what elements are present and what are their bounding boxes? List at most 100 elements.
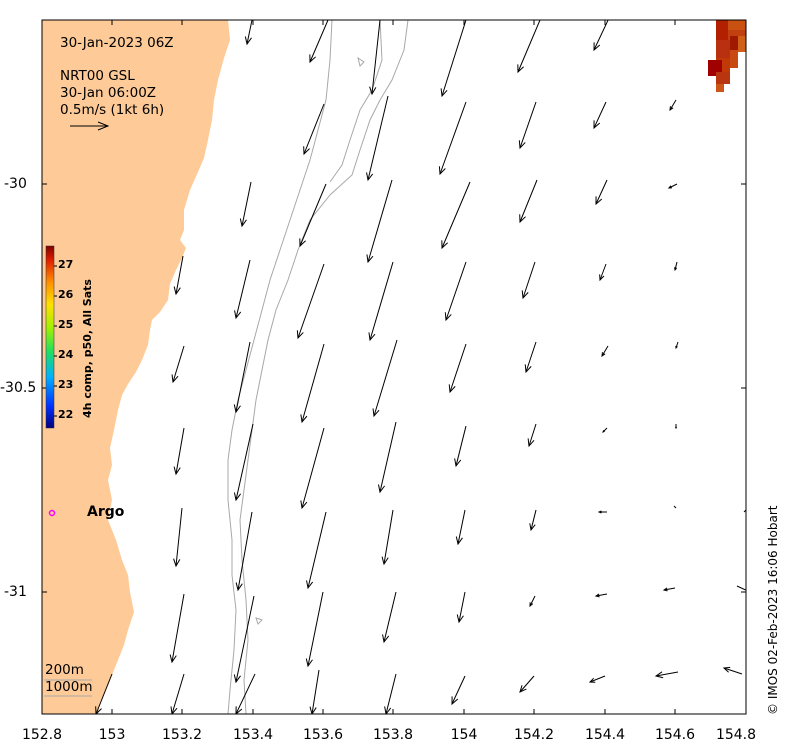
- current-vector: [372, 339, 398, 418]
- current-vector: [674, 261, 678, 272]
- x-tick-label: 153.8: [372, 727, 414, 743]
- valid-time: 30-Jan 06:00Z: [60, 85, 157, 101]
- current-vector: [529, 509, 537, 532]
- current-vector: [588, 675, 606, 683]
- x-tick-label: 153.4: [232, 727, 274, 743]
- current-vector: [454, 425, 467, 468]
- argo-label: Argo: [87, 504, 125, 520]
- current-vector: [597, 510, 607, 514]
- current-vector: [517, 20, 541, 74]
- depth-1000m-label: 1000m: [45, 679, 93, 695]
- current-vector: [170, 673, 185, 714]
- current-vector: [440, 20, 467, 98]
- current-vector: [173, 507, 183, 568]
- current-vector: [234, 259, 251, 320]
- current-vector: [235, 673, 256, 714]
- current-vector: [382, 591, 397, 644]
- current-vector: [366, 179, 393, 264]
- current-vector: [438, 101, 467, 176]
- colorbar-tick: 25: [58, 318, 74, 331]
- current-vector: [736, 585, 746, 593]
- current-vector: [171, 345, 185, 384]
- axis-ticks: [41, 20, 747, 714]
- current-vector: [593, 20, 609, 52]
- current-vector: [303, 103, 325, 156]
- current-vector: [299, 183, 327, 248]
- current-vector: [169, 593, 185, 664]
- argo-float-marker: [48, 509, 56, 517]
- current-vector: [722, 666, 743, 675]
- plot-frame: [41, 19, 747, 715]
- current-vector: [524, 341, 537, 374]
- current-vector: [594, 593, 608, 598]
- current-vector: [384, 673, 397, 714]
- current-vector: [173, 255, 184, 296]
- current-vector: [675, 424, 677, 430]
- current-vector: [669, 99, 677, 112]
- current-vector: [309, 669, 320, 714]
- current-vector: [529, 595, 536, 608]
- isobath-200m: [227, 20, 333, 714]
- colorbar-title: 4h comp, p50, All Sats: [81, 279, 94, 418]
- current-vector: [377, 421, 397, 494]
- current-vector: [233, 595, 255, 684]
- current-vector: [441, 181, 471, 250]
- current-vector: [366, 95, 389, 182]
- imos-credit: © IMOS 02-Feb-2023 16:06 Hobart: [766, 505, 780, 715]
- x-tick-label: 152.8: [21, 727, 63, 743]
- current-vector: [173, 427, 185, 476]
- x-tick-label: 153: [98, 727, 126, 743]
- vector-scale: 0.5m/s (1kt 6h): [60, 102, 165, 118]
- x-tick-label: 154.8: [715, 727, 757, 743]
- current-vector: [599, 263, 607, 282]
- colorbar-tick: 26: [58, 288, 74, 301]
- colorbar-tick: 24: [58, 348, 74, 361]
- current-vector: [662, 587, 676, 592]
- map-datetime: 30-Jan-2023 06Z: [60, 35, 174, 51]
- current-vector: [675, 341, 679, 350]
- current-vector: [233, 423, 254, 502]
- current-vector: [527, 423, 537, 448]
- data-source: NRT00 GSL: [60, 68, 135, 84]
- current-vector: [521, 261, 536, 300]
- current-vector: [518, 101, 537, 150]
- current-vectors: [95, 20, 746, 714]
- current-vector: [95, 673, 113, 714]
- current-vector: [519, 179, 538, 224]
- current-vector: [296, 263, 325, 340]
- current-vector: [455, 509, 466, 546]
- x-tick-label: 154.6: [654, 727, 696, 743]
- current-vector: [309, 20, 329, 64]
- current-vector: [667, 183, 678, 189]
- sst-patch: [708, 20, 746, 92]
- current-vector: [654, 671, 679, 679]
- current-vector: [235, 511, 253, 592]
- current-vector: [300, 427, 325, 510]
- depth-200m-label: 200m: [45, 662, 84, 678]
- colorbar: [45, 245, 55, 429]
- y-tick-label: -30: [4, 176, 27, 192]
- x-tick-label: 154.2: [513, 727, 555, 743]
- current-vector: [305, 591, 324, 668]
- y-tick-label: -30.5: [0, 380, 37, 396]
- current-vector: [448, 343, 467, 394]
- current-vector: [444, 261, 467, 322]
- x-tick-label: 153.2: [161, 727, 203, 743]
- current-vector: [306, 511, 327, 590]
- current-vector: [368, 261, 394, 342]
- x-tick-label: 154: [450, 727, 478, 743]
- colorbar-tick: 27: [58, 258, 74, 271]
- current-vector: [244, 20, 253, 46]
- colorbar-tick: 23: [58, 378, 74, 391]
- x-tick-label: 153.6: [302, 727, 344, 743]
- coastline-land: [42, 20, 230, 714]
- current-vector: [369, 20, 381, 96]
- x-tick-label: 154.4: [584, 727, 626, 743]
- current-vector: [381, 509, 394, 566]
- colorbar-tick: 22: [58, 408, 74, 421]
- isobath-1000m: [239, 20, 409, 714]
- colorbar-ticks: [54, 265, 57, 417]
- current-vector: [602, 427, 608, 433]
- current-vector: [233, 341, 251, 414]
